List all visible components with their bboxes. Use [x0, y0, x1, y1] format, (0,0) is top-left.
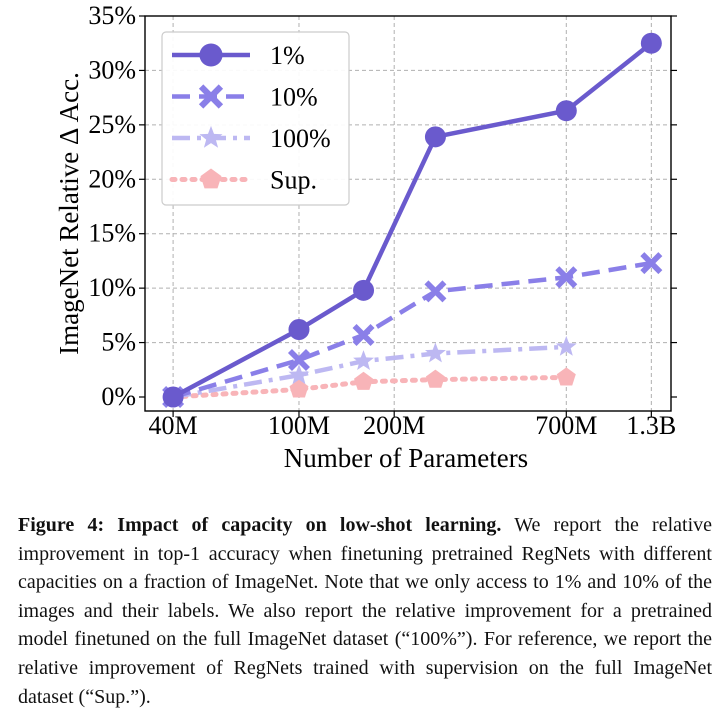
data-point-pentagon [425, 369, 445, 388]
x-shape [352, 323, 375, 346]
data-point-circle [353, 279, 375, 301]
data-point-circle [288, 319, 310, 341]
y-axis-label: ImageNet Relative Δ Acc. [54, 72, 84, 355]
data-point-star [199, 125, 223, 148]
data-point-circle [199, 43, 223, 67]
y-tick-label: 30% [88, 55, 136, 84]
x-tick-label: 1.3B [626, 411, 676, 440]
x-shape [424, 280, 447, 303]
x-shape [287, 348, 310, 371]
caption-title: Impact of capacity on low-shot learning. [117, 514, 502, 536]
data-point-star [425, 342, 446, 363]
figure-caption: Figure 4: Impact of capacity on low-shot… [18, 511, 712, 711]
series-line [172, 41, 653, 399]
series-10pct [162, 252, 663, 408]
legend-label: 100% [270, 124, 331, 153]
x-shape [198, 84, 224, 109]
caption-body: We report the relative improvement in to… [18, 514, 713, 708]
x-shape [640, 252, 663, 275]
data-point-pentagon [200, 168, 222, 189]
data-point-pentagon [289, 379, 309, 398]
x-tick-label: 700M [535, 411, 597, 440]
legend-label: Sup. [270, 166, 317, 195]
legend-label: 1% [270, 41, 305, 70]
data-point-star [353, 350, 374, 370]
data-point-pentagon [556, 367, 576, 386]
y-tick-label: 25% [88, 110, 136, 139]
y-tick-label: 15% [88, 219, 136, 248]
data-point-star [555, 335, 577, 356]
x-tick-label: 100M [268, 411, 330, 440]
y-tick-label: 0% [101, 382, 136, 411]
line-chart: 0% 5% 10% 15% 20% 25% 30% 35% 40M 100M 200M 700M 1.3… [54, 1, 677, 473]
data-point-circle [424, 126, 446, 148]
data-point-circle [640, 32, 662, 54]
data-point-star [288, 364, 310, 385]
legend: 1% 10% 100% Sup. [161, 31, 350, 206]
y-tick-label: 35% [88, 1, 136, 30]
x-axis-label: Number of Parameters [284, 443, 528, 473]
data-point-x [640, 252, 663, 275]
data-point-x [287, 348, 310, 371]
chart-figure: 0% 5% 10% 15% 20% 25% 30% 35% 40M 100M 200M 700M 1.3… [54, 1, 677, 473]
x-shape [555, 266, 578, 289]
data-point-x [198, 84, 224, 109]
x-tick-label: 200M [363, 411, 425, 440]
caption-label: Figure 4: [18, 514, 105, 536]
y-tick-label: 5% [101, 328, 136, 357]
series-1pct [162, 32, 662, 408]
data-point-pentagon [354, 371, 374, 390]
y-tick-label: 20% [88, 164, 136, 193]
legend-label: 10% [270, 83, 318, 112]
data-point-x [555, 266, 578, 289]
y-tick-label: 10% [88, 273, 136, 302]
series-line [172, 260, 652, 400]
data-point-x [424, 280, 447, 303]
data-point-x [352, 323, 375, 346]
series-line [172, 344, 567, 400]
x-tick-label: 40M [149, 411, 198, 440]
legend-box [161, 31, 350, 206]
data-point-circle [162, 386, 184, 408]
data-point-circle [555, 100, 577, 122]
plot-frame [144, 15, 672, 412]
